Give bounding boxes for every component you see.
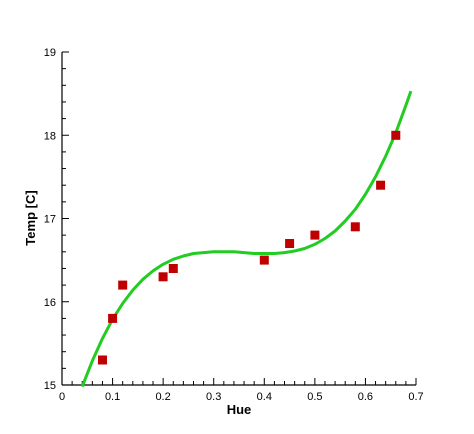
y-tick-label: 18 [44, 130, 56, 142]
y-tick-label: 15 [44, 380, 56, 392]
x-tick-label: 0.3 [206, 391, 221, 403]
x-tick-label: 0.6 [358, 391, 373, 403]
data-point [108, 313, 118, 323]
y-tick-label: 19 [44, 47, 56, 59]
data-point [376, 180, 386, 190]
data-point [168, 264, 178, 273]
data-points-layer [98, 130, 401, 365]
data-point [391, 130, 401, 140]
x-tick-label: 0.1 [105, 391, 120, 403]
y-tick-label: 16 [44, 297, 56, 309]
data-point [350, 222, 360, 232]
x-tick-label: 0.4 [257, 391, 272, 403]
x-tick-label: 0.2 [155, 391, 170, 403]
x-tick-label: 0.5 [307, 391, 322, 403]
data-point [158, 272, 168, 282]
data-point [285, 239, 295, 248]
x-tick-label: 0.7 [408, 391, 423, 403]
fit-curve [80, 90, 413, 388]
x-axis-title: Hue [227, 402, 252, 417]
x-tick-label: 0 [59, 391, 65, 403]
y-tick-label: 17 [44, 214, 56, 226]
data-point [118, 280, 128, 290]
fit-curve-layer [80, 90, 413, 388]
data-point [310, 230, 320, 240]
y-axis-title: Temp [C] [23, 190, 38, 245]
data-point [259, 255, 269, 265]
data-point [98, 355, 107, 365]
